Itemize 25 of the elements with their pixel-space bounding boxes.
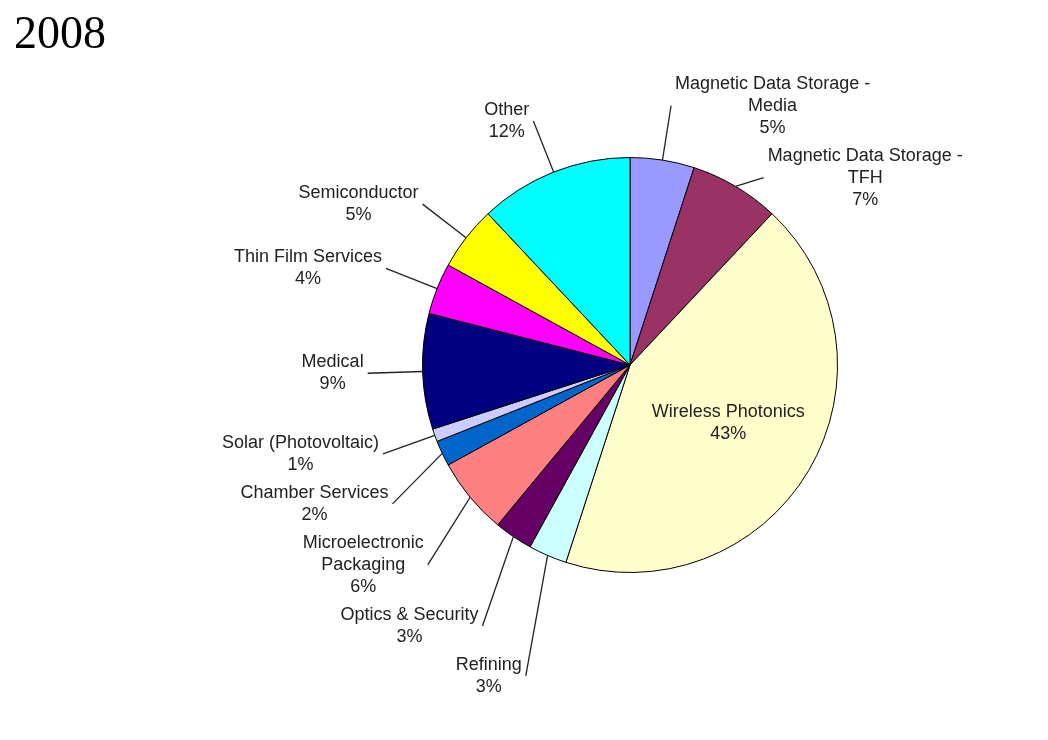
slice-label: Semiconductor: [298, 182, 419, 203]
slice-label: Magnetic Data Storage - Media: [675, 72, 871, 115]
data-label: 2%: [301, 503, 328, 524]
data-label: 3%: [475, 675, 502, 696]
data-label: 7%: [852, 188, 879, 209]
data-label: 1%: [287, 453, 314, 474]
data-label: 3%: [396, 625, 423, 646]
slice-label: Other: [484, 98, 530, 119]
slice-label: Thin Film Services: [233, 246, 382, 267]
slice-label: Magnetic Data Storage - TFH: [767, 144, 963, 187]
data-label: 12%: [488, 120, 525, 141]
slice-label: Wireless Photonics: [651, 401, 805, 422]
data-label: 9%: [319, 373, 346, 394]
slice-label: Microelectronic Packaging: [302, 531, 424, 574]
data-label: 5%: [345, 204, 372, 225]
data-label: 6%: [350, 575, 377, 596]
slice-label: Chamber Services: [240, 481, 389, 502]
slice-label: Optics & Security: [340, 603, 479, 624]
chart-title: 2008: [14, 6, 106, 59]
data-label: 4%: [294, 268, 321, 289]
slice-label: Medical: [301, 351, 364, 372]
slice-label: Refining: [455, 653, 522, 674]
data-label: 5%: [759, 116, 786, 137]
data-label: 43%: [710, 423, 747, 444]
slice-label: Solar (Photovoltaic): [221, 431, 380, 452]
